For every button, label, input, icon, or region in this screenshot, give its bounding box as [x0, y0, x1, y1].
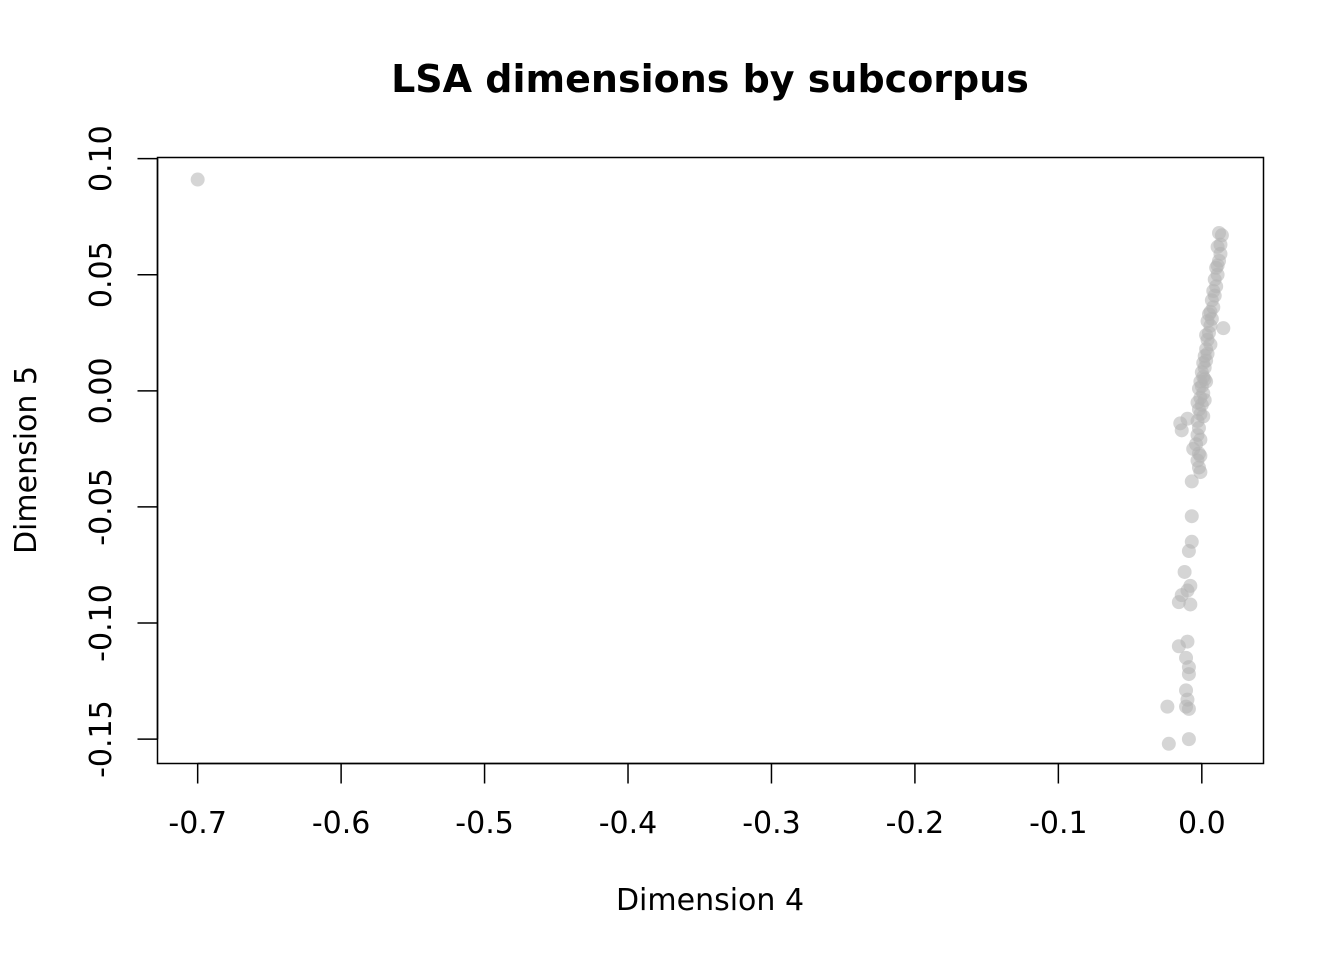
data-point — [1177, 564, 1192, 579]
y-axis: -0.15 -0.10 -0.05 0.00 0.05 0.10 — [84, 125, 159, 778]
data-point — [1161, 736, 1176, 751]
data-point — [1171, 639, 1186, 654]
x-tick-label: -0.7 — [168, 806, 227, 841]
y-tick-label: 0.05 — [84, 241, 119, 308]
data-point — [1181, 701, 1196, 716]
chart-title: LSA dimensions by subcorpus — [391, 57, 1029, 101]
data-point — [1183, 597, 1198, 612]
x-tick-label: 0.0 — [1178, 806, 1226, 841]
x-tick-label: -0.6 — [312, 806, 371, 841]
x-tick-label: -0.3 — [742, 806, 801, 841]
x-tick-label: -0.2 — [886, 806, 945, 841]
data-point — [1181, 732, 1196, 747]
y-tick-label: 0.10 — [84, 125, 119, 192]
y-tick-label: -0.05 — [84, 468, 119, 546]
data-point — [1171, 595, 1186, 610]
data-point — [1160, 699, 1175, 714]
data-point — [1174, 423, 1189, 438]
y-tick-label: -0.10 — [84, 584, 119, 662]
data-point — [190, 172, 205, 187]
x-tick-label: -0.4 — [599, 806, 658, 841]
x-axis: -0.7 -0.6 -0.5 -0.4 -0.3 -0.2 -0.1 0.0 — [168, 762, 1226, 841]
y-axis-label: Dimension 5 — [9, 366, 44, 554]
data-point — [1181, 667, 1196, 682]
data-point — [1184, 509, 1199, 524]
x-tick-label: -0.1 — [1029, 806, 1088, 841]
x-tick-label: -0.5 — [455, 806, 514, 841]
data-points — [190, 172, 1231, 751]
data-point — [1181, 544, 1196, 559]
y-tick-label: 0.00 — [84, 357, 119, 424]
data-point — [1184, 474, 1199, 489]
data-point — [1216, 321, 1231, 336]
data-point — [1193, 465, 1208, 480]
plot-frame — [156, 156, 1265, 765]
x-axis-label: Dimension 4 — [616, 883, 804, 918]
y-tick-label: -0.15 — [84, 700, 119, 778]
